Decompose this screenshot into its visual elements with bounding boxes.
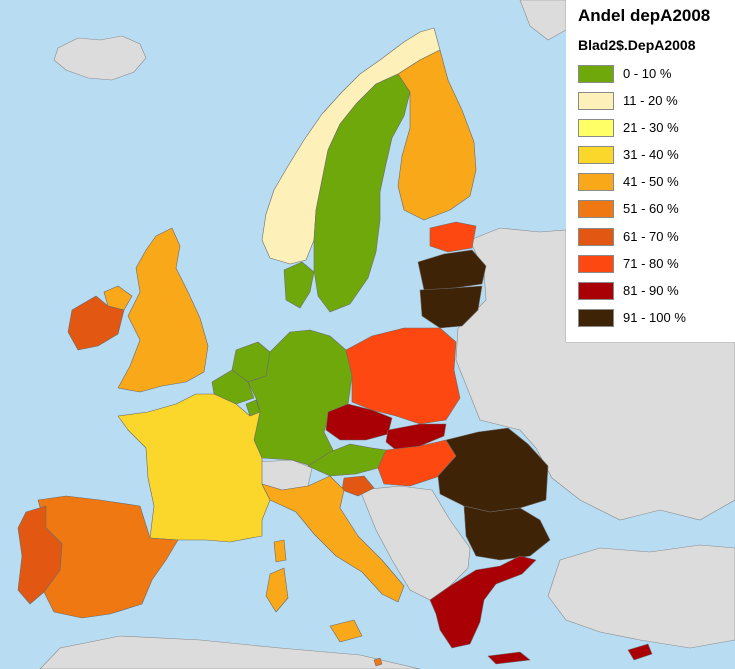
finland [397, 49, 477, 221]
united-kingdom [117, 227, 209, 393]
corsica [273, 539, 287, 563]
legend-label: 0 - 10 % [623, 66, 672, 81]
north-africa [39, 635, 421, 669]
denmark [283, 261, 315, 309]
legend-swatch [578, 92, 614, 111]
sicily [329, 619, 363, 643]
italy [261, 475, 405, 603]
legend-label: 81 - 90 % [623, 282, 679, 298]
france [117, 393, 271, 543]
legend-swatch [578, 308, 614, 327]
poland [345, 327, 461, 425]
northern-ireland [103, 285, 133, 311]
estonia [429, 221, 477, 253]
sweden [313, 73, 411, 313]
legend-label: 71 - 80 % [623, 255, 679, 271]
sardinia [265, 567, 289, 613]
ireland [67, 295, 125, 351]
legend-label: 61 - 70 % [623, 228, 679, 244]
legend-swatch [578, 281, 614, 300]
legend-swatch [578, 227, 614, 246]
malta [373, 657, 383, 667]
legend-swatch [578, 200, 614, 219]
legend-title: Andel depA2008 [578, 6, 711, 25]
non-eu-land [39, 0, 735, 669]
lithuania [419, 285, 483, 329]
crete [487, 651, 531, 665]
arctic-land [519, 0, 567, 41]
legend-swatch [578, 119, 614, 138]
balkans [359, 485, 471, 601]
slovakia [385, 423, 447, 451]
bulgaria [463, 505, 551, 561]
turkey [547, 544, 735, 649]
cyprus [627, 643, 653, 661]
legend-label: 91 - 100 % [623, 309, 686, 325]
greece [429, 555, 537, 649]
legend-subtitle: Blad2$.DepA2008 [578, 37, 696, 53]
legend-label: 51 - 60 % [623, 201, 679, 217]
legend-label: 41 - 50 % [623, 174, 679, 190]
legend-label: 21 - 30 % [623, 120, 679, 136]
legend-label: 11 - 20 % [623, 93, 678, 109]
legend-swatch [578, 173, 614, 192]
legend-swatch [578, 254, 614, 273]
legend-swatch [578, 65, 614, 83]
legend: Andel depA2008 Blad2$.DepA2008 0 - 10 % … [566, 0, 735, 342]
legend-swatch [578, 146, 614, 165]
legend-label: 31 - 40 % [623, 147, 679, 163]
portugal [17, 505, 63, 605]
iceland [53, 35, 147, 81]
eu-countries [17, 27, 653, 667]
